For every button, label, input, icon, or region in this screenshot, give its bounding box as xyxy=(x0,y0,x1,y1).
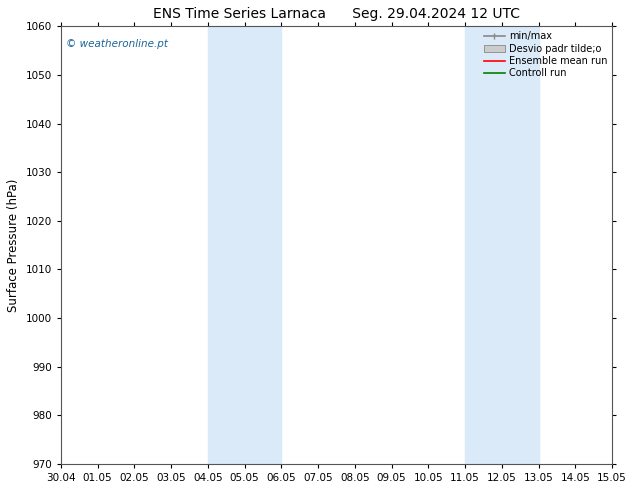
Legend: min/max, Desvio padr tilde;o, Ensemble mean run, Controll run: min/max, Desvio padr tilde;o, Ensemble m… xyxy=(482,29,609,80)
Bar xyxy=(245,26,281,464)
Text: © weatheronline.pt: © weatheronline.pt xyxy=(67,39,168,49)
Y-axis label: Surface Pressure (hPa): Surface Pressure (hPa) xyxy=(7,178,20,312)
Bar xyxy=(502,26,539,464)
Bar xyxy=(208,26,245,464)
Title: ENS Time Series Larnaca      Seg. 29.04.2024 12 UTC: ENS Time Series Larnaca Seg. 29.04.2024 … xyxy=(153,7,520,21)
Bar xyxy=(465,26,502,464)
